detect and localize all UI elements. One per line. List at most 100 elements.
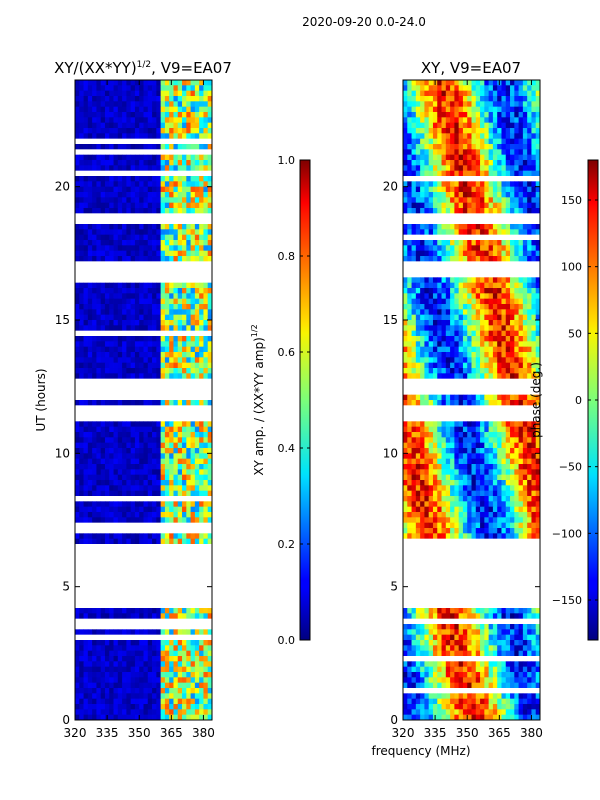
- heatmap-cell: [488, 368, 494, 374]
- heatmap-cell: [87, 320, 93, 326]
- heatmap-cell: [113, 613, 119, 620]
- heatmap-cell: [505, 437, 511, 444]
- heatmap-cell: [415, 256, 421, 262]
- heatmap-cell: [484, 133, 490, 140]
- heatmap-cell: [432, 202, 438, 209]
- heatmap-cell: [177, 341, 183, 348]
- heatmap-cell: [199, 208, 204, 214]
- heatmap-cell: [134, 480, 140, 486]
- heatmap-row: [75, 570, 212, 577]
- heatmap-cell: [407, 192, 412, 198]
- heatmap-cell: [190, 704, 196, 710]
- heatmap-cell: [445, 330, 451, 337]
- heatmap-cell: [177, 320, 183, 326]
- heatmap-cell: [510, 426, 515, 433]
- heatmap-cell: [134, 613, 140, 620]
- heatmap-cell: [535, 368, 540, 374]
- heatmap-cell: [126, 400, 132, 406]
- heatmap-cell: [467, 426, 472, 433]
- heatmap-cell: [169, 298, 174, 305]
- heatmap-cell: [182, 160, 187, 166]
- heatmap-cell: [156, 165, 162, 172]
- heatmap-cell: [471, 181, 477, 188]
- heatmap-cell: [488, 133, 494, 140]
- heatmap-cell: [177, 666, 183, 673]
- heatmap-cell: [117, 256, 123, 262]
- heatmap-cell: [104, 704, 110, 710]
- heatmap-cell: [122, 304, 127, 310]
- heatmap-cell: [501, 197, 507, 204]
- heatmap-cell: [424, 138, 430, 145]
- heatmap-cell: [113, 293, 119, 300]
- heatmap-cell: [480, 90, 485, 97]
- heatmap-cell: [130, 240, 136, 246]
- heatmap-cell: [445, 448, 451, 454]
- heatmap-cell: [143, 400, 149, 406]
- heatmap-cell: [83, 442, 89, 449]
- heatmap-cell: [75, 117, 80, 124]
- heatmap-cell: [454, 112, 460, 118]
- heatmap-cell: [186, 352, 191, 358]
- heatmap-cell: [531, 144, 537, 150]
- heatmap-cell: [113, 80, 119, 86]
- heatmap-cell: [415, 149, 421, 156]
- heatmap-row: [75, 90, 212, 97]
- heatmap-cell: [458, 245, 464, 252]
- heatmap-cell: [182, 517, 187, 524]
- heatmap-cell: [467, 138, 472, 145]
- heatmap-cell: [177, 288, 183, 294]
- heatmap-row: [75, 117, 212, 124]
- heatmap-cell: [122, 192, 127, 198]
- heatmap-cell: [160, 106, 166, 113]
- heatmap-cell: [169, 480, 174, 486]
- heatmap-cell: [186, 421, 191, 428]
- heatmap-cell: [126, 650, 132, 657]
- heatmap-cell: [96, 453, 102, 460]
- heatmap-cell: [92, 320, 97, 326]
- heatmap-cell: [113, 474, 119, 481]
- heatmap-cell: [467, 298, 472, 305]
- heatmap-cell: [458, 224, 464, 230]
- heatmap-cell: [147, 234, 153, 241]
- heatmap-cell: [518, 325, 524, 332]
- heatmap-cell: [122, 661, 127, 668]
- heatmap-cell: [100, 538, 106, 545]
- heatmap-cell: [130, 282, 136, 289]
- heatmap-cell: [467, 373, 472, 380]
- heatmap-cell: [130, 432, 136, 438]
- heatmap-cell: [492, 421, 498, 428]
- heatmap-row: [403, 421, 540, 428]
- heatmap-cell: [445, 112, 451, 118]
- heatmap-cell: [403, 426, 408, 433]
- heatmap-cell: [92, 464, 97, 470]
- heatmap-cell: [113, 480, 119, 486]
- heatmap-cell: [92, 133, 97, 140]
- heatmap-cell: [113, 112, 119, 118]
- heatmap-cell: [152, 512, 157, 518]
- heatmap-cell: [450, 128, 455, 134]
- heatmap-cell: [139, 240, 144, 246]
- heatmap-cell: [471, 117, 477, 124]
- heatmap-cell: [437, 165, 442, 172]
- heatmap-cell: [424, 293, 430, 300]
- heatmap-cell: [130, 208, 136, 214]
- heatmap-cell: [160, 490, 166, 497]
- heatmap-cell: [92, 357, 97, 364]
- heatmap-cell: [92, 373, 97, 380]
- heatmap-cell: [424, 442, 430, 449]
- heatmap-cell: [169, 224, 174, 230]
- heatmap-cell: [147, 282, 153, 289]
- heatmap-cell: [194, 240, 200, 246]
- heatmap-cell: [407, 240, 412, 246]
- heatmap-gap: [75, 213, 212, 220]
- heatmap-cell: [527, 90, 532, 97]
- heatmap-cell: [415, 240, 421, 246]
- heatmap-cell: [87, 352, 93, 358]
- heatmap-cell: [160, 656, 166, 662]
- heatmap-cell: [113, 672, 119, 678]
- heatmap-cell: [152, 613, 157, 620]
- heatmap-cell: [424, 304, 430, 310]
- heatmap-cell: [156, 368, 162, 374]
- heatmap-cell: [432, 400, 438, 406]
- heatmap-cell: [83, 714, 89, 720]
